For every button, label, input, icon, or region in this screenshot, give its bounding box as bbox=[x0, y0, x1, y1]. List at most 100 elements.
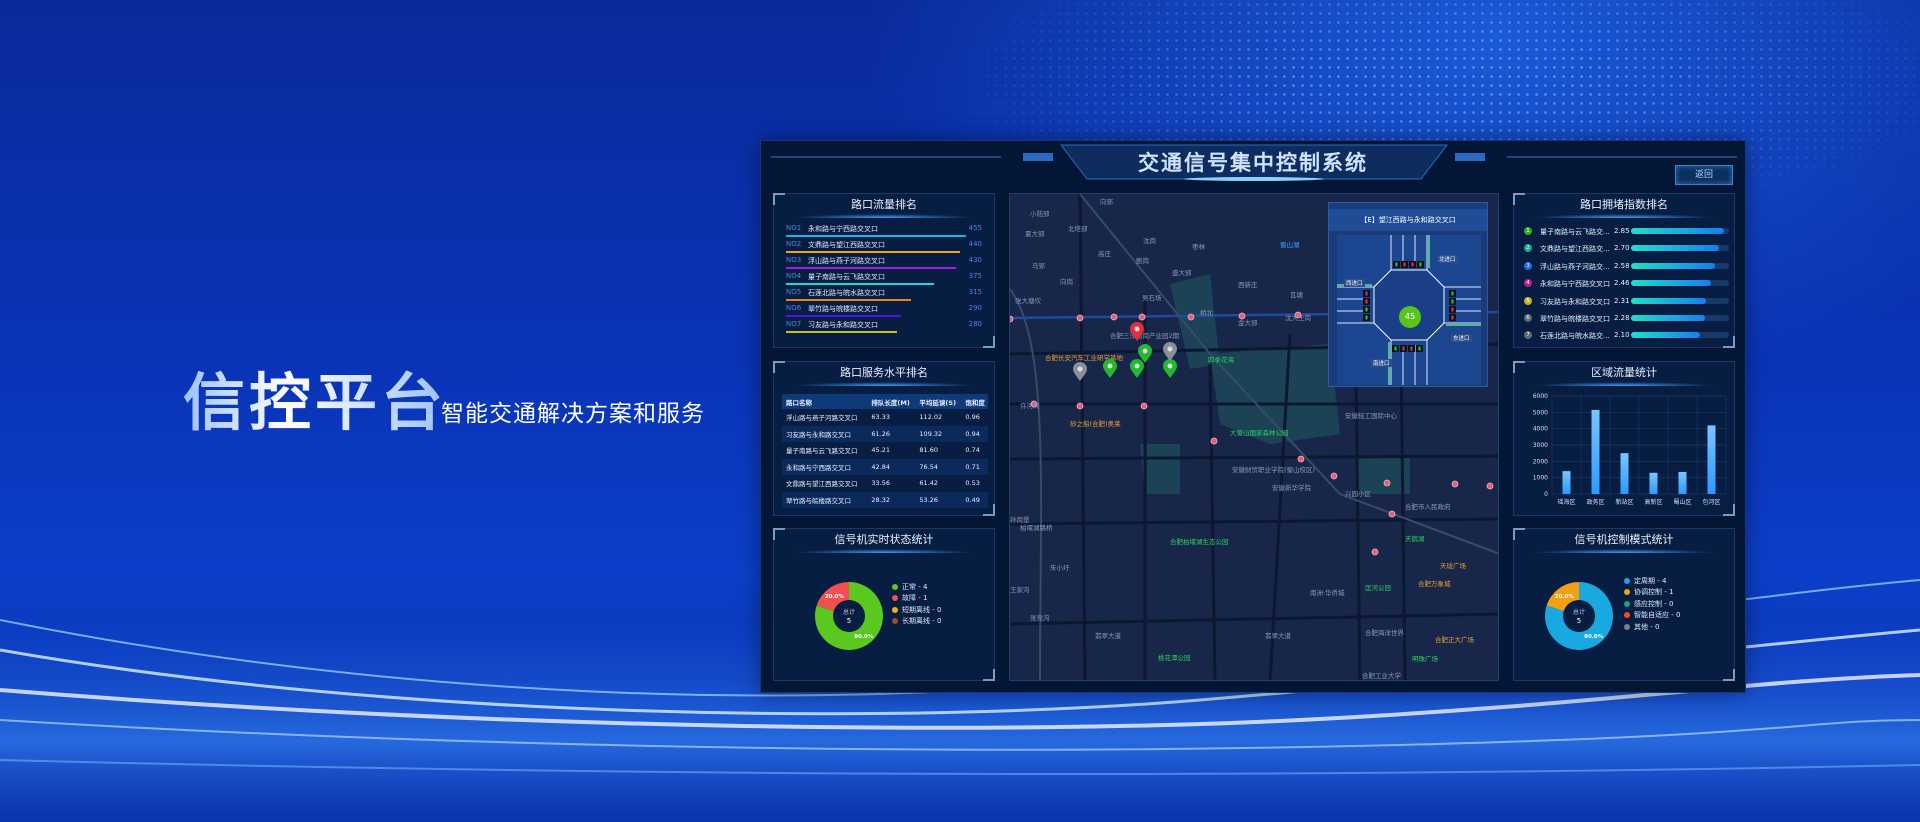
map-pin-icon[interactable] bbox=[1073, 362, 1087, 382]
congestion-bar-fill bbox=[1631, 332, 1700, 339]
bar[interactable] bbox=[1591, 409, 1600, 494]
table-cell: 81.60 bbox=[919, 446, 939, 455]
congestion-rank-row[interactable]: 4 永和路与宁西路交叉口 2.46 bbox=[1524, 276, 1729, 293]
intersection-name: 翠竹路与皖楼路交叉口 bbox=[808, 305, 878, 313]
signal-intersection-dot[interactable] bbox=[1010, 315, 1014, 323]
table-row[interactable]: 翠竹路与皖楼路交叉口 28.32 53.26 0.49 bbox=[782, 491, 988, 508]
legend-item[interactable]: 故障 - 1 bbox=[892, 593, 941, 605]
congestion-rank-row[interactable]: 2 文鼎路与望江西路交... 2.70 bbox=[1524, 241, 1729, 258]
signal-intersection-dot[interactable] bbox=[1110, 313, 1118, 321]
map-place-label: 砂之船(合肥)奥莱 bbox=[1070, 420, 1121, 428]
table-row[interactable]: 永和路与宁西路交叉口 42.84 76.54 0.71 bbox=[782, 458, 988, 475]
intersection-name: 浮山路与燕子河路交叉口 bbox=[808, 257, 885, 265]
legend-label: 故障 - 1 bbox=[902, 594, 928, 603]
flow-rank-row[interactable]: NO4 量子南路与云飞路交叉口 375 bbox=[786, 270, 982, 286]
signal-intersection-dot[interactable] bbox=[1451, 480, 1459, 488]
signal-intersection-dot[interactable] bbox=[1388, 510, 1396, 518]
donut-slice[interactable] bbox=[1546, 582, 1579, 612]
legend-item[interactable]: 短期离线 - 0 bbox=[892, 604, 941, 616]
legend-item[interactable]: 长期离线 - 0 bbox=[892, 616, 941, 628]
signal-intersection-dot[interactable] bbox=[1076, 314, 1084, 322]
signal-intersection-dot[interactable] bbox=[1371, 548, 1379, 556]
flow-bar bbox=[786, 235, 966, 237]
traffic-map[interactable]: 小陆郢 夏大郢 北塔郢 向郢 马郢 向岗 高庄 沈岗 鲍岗 枣林 盛大郢 吴石场 张大塘坎 桥北 金大郢 西新… bbox=[1009, 193, 1499, 681]
signal-intersection-dot[interactable] bbox=[1187, 313, 1195, 321]
signal-status-panel: 信号机实时状态统计 80.0% 20.0% 总计 5 正常 - 4 故障 - 1 短期离线… bbox=[773, 528, 995, 681]
congestion-bar-fill bbox=[1631, 297, 1707, 304]
legend-item[interactable]: 智能自适应 - 0 bbox=[1624, 610, 1680, 622]
donut-slice[interactable] bbox=[1545, 582, 1613, 650]
service-rank-table: 路口名称 排队长度(M) 平均延误(S) 饱和度 浮山路与燕子河路交叉口 63.33 112… bbox=[782, 394, 988, 508]
flow-rank-row[interactable]: NO2 文鼎路与望江西路交叉口 440 bbox=[786, 238, 982, 254]
legend-label: 正常 - 4 bbox=[902, 582, 928, 591]
congestion-index: 2.70 bbox=[1614, 244, 1630, 253]
congestion-rank-row[interactable]: 7 石莲北路与皖水路交... 2.10 bbox=[1524, 328, 1729, 345]
signal-intersection-dot[interactable] bbox=[1140, 402, 1148, 410]
signal-intersection-dot[interactable] bbox=[1076, 402, 1084, 410]
congestion-rank-row[interactable]: 5 习友路与永和路交叉口 2.31 bbox=[1524, 294, 1729, 311]
map-pin-icon[interactable] bbox=[1163, 359, 1177, 379]
table-row[interactable]: 量子南路与云飞路交叉口 45.21 81.60 0.74 bbox=[782, 442, 988, 459]
map-pin-icon[interactable] bbox=[1130, 359, 1144, 379]
congestion-index: 2.85 bbox=[1614, 227, 1630, 235]
signal-intersection-dot[interactable] bbox=[1138, 313, 1146, 321]
legend-item[interactable]: 其他 - 0 bbox=[1624, 621, 1680, 633]
table-row[interactable]: 习友路与永和路交叉口 61.26 109.32 0.94 bbox=[782, 425, 988, 442]
map-pin-icon[interactable] bbox=[1130, 322, 1144, 342]
table-cell: 永和路与宁西路交叉口 bbox=[782, 458, 868, 475]
panel-title: 信号机实时状态统计 bbox=[774, 529, 994, 553]
bar[interactable] bbox=[1562, 471, 1571, 494]
map-place-label: 蜀山湖 bbox=[1280, 241, 1300, 249]
intersection-name: 永和路与宁西路交叉口 bbox=[1540, 280, 1610, 289]
congestion-rank-row[interactable]: 6 翠竹路与皖楼路交叉口 2.28 bbox=[1524, 311, 1729, 328]
flow-rank-row[interactable]: NO5 石莲北路与皖水路交叉口 315 bbox=[786, 286, 982, 302]
rank-badge: 2 bbox=[1524, 244, 1532, 253]
back-button[interactable]: 返回 bbox=[1675, 165, 1733, 185]
bar[interactable] bbox=[1707, 425, 1716, 494]
rank-badge: 6 bbox=[1524, 313, 1532, 322]
table-cell: 28.32 bbox=[867, 491, 916, 508]
legend-item[interactable]: 感应控制 - 0 bbox=[1624, 598, 1680, 610]
table-cell: 109.32 bbox=[915, 425, 962, 442]
congestion-rank-row[interactable]: 3 浮山路与燕子河路交... 2.58 bbox=[1524, 259, 1729, 276]
flow-rank-row[interactable]: NO1 永和路与宁西路交叉口 455 bbox=[786, 222, 982, 238]
signal-intersection-dot[interactable] bbox=[1210, 437, 1218, 445]
legend-item[interactable]: 正常 - 4 bbox=[892, 581, 941, 593]
signal-status-legend: 正常 - 4 故障 - 1 短期离线 - 0 长期离线 - 0 bbox=[892, 581, 941, 627]
map-roads bbox=[1010, 194, 1498, 680]
table-row[interactable]: 浮山路与燕子河路交叉口 63.33 112.02 0.96 bbox=[782, 409, 988, 426]
legend-item[interactable]: 定周期 - 4 bbox=[1624, 575, 1680, 587]
service-rank-panel: 路口服务水平排名 路口名称 排队长度(M) 平均延误(S) 饱和度 浮山路与燕子河路交叉… bbox=[773, 361, 995, 516]
bar[interactable] bbox=[1678, 471, 1687, 494]
signal-intersection-dot[interactable] bbox=[1486, 482, 1494, 490]
signal-intersection-dot[interactable] bbox=[1030, 400, 1038, 408]
map-pin-icon[interactable] bbox=[1103, 359, 1117, 379]
donut-slice[interactable] bbox=[816, 582, 849, 612]
congestion-rank-row[interactable]: 1 量子南路与云飞路交... 2.85 bbox=[1524, 224, 1729, 241]
signal-intersection-dot[interactable] bbox=[1294, 311, 1302, 319]
map-pin-icon[interactable] bbox=[1163, 342, 1177, 362]
bar[interactable] bbox=[1620, 453, 1629, 494]
legend-dot-icon bbox=[1624, 600, 1630, 607]
intersection-name: 石莲北路与皖水路交叉口 bbox=[808, 289, 885, 297]
map-pin-icon[interactable] bbox=[1138, 344, 1152, 364]
signal-countdown: 45 bbox=[1399, 306, 1421, 328]
legend-item[interactable]: 协调控制 - 1 bbox=[1624, 587, 1680, 599]
east-approach-label: 东进口 bbox=[1451, 334, 1472, 342]
flow-rank-row[interactable]: NO6 翠竹路与皖楼路交叉口 290 bbox=[786, 302, 982, 318]
signal-intersection-dot[interactable] bbox=[1297, 455, 1305, 463]
legend-label: 感应控制 - 0 bbox=[1634, 599, 1674, 608]
donut-slice[interactable] bbox=[815, 582, 883, 650]
flow-rank-row[interactable]: NO3 浮山路与燕子河路交叉口 430 bbox=[786, 254, 982, 270]
signal-intersection-dot[interactable] bbox=[1330, 472, 1338, 480]
congestion-bar-track bbox=[1631, 228, 1729, 234]
signal-intersection-dot[interactable] bbox=[1383, 479, 1391, 487]
table-cell: 翠竹路与皖楼路交叉口 bbox=[782, 491, 868, 508]
flow-rank-row[interactable]: NO7 习友路与永和路交叉口 280 bbox=[786, 318, 982, 334]
signal-intersection-dot[interactable] bbox=[1238, 312, 1246, 320]
bar[interactable] bbox=[1649, 472, 1658, 494]
legend-dot-icon bbox=[892, 583, 898, 590]
table-row[interactable]: 文鼎路与望江西路交叉口 33.56 61.42 0.53 bbox=[782, 475, 988, 492]
flow-value: 290 bbox=[968, 304, 982, 312]
congestion-bar-fill bbox=[1631, 262, 1716, 269]
